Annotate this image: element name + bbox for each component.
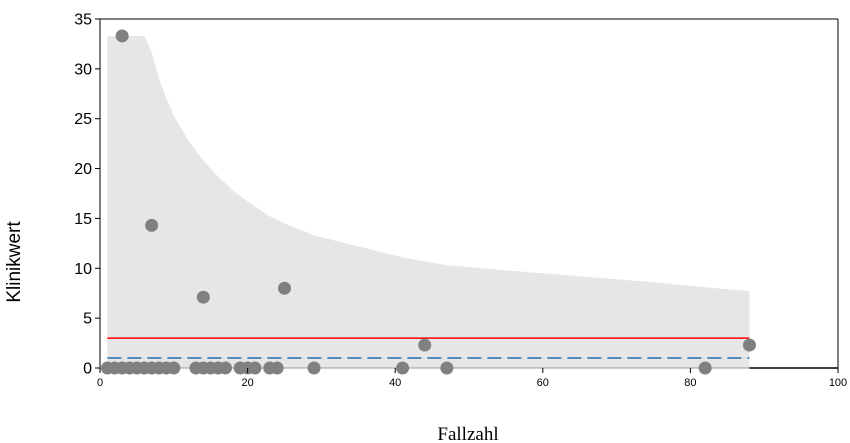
data-point <box>440 361 454 375</box>
data-point <box>742 338 756 352</box>
data-points-layer <box>100 29 756 375</box>
data-point <box>396 361 410 375</box>
y-tick-label: 0 <box>83 361 92 378</box>
y-tick-label: 5 <box>83 311 92 328</box>
x-axis-ticks: 0 20 40 60 80 100 <box>97 368 847 389</box>
y-axis-label: Klinikwert <box>4 221 25 303</box>
y-tick-label: 15 <box>74 211 92 228</box>
y-tick-label: 20 <box>74 161 92 178</box>
data-point <box>270 361 284 375</box>
data-point <box>167 361 181 375</box>
x-tick-label: 40 <box>389 377 401 389</box>
data-point <box>218 361 232 375</box>
data-point <box>307 361 321 375</box>
y-tick-label: 25 <box>74 111 92 128</box>
confidence-band <box>107 35 750 369</box>
data-point <box>418 338 432 352</box>
data-point <box>145 218 159 232</box>
x-tick-label: 60 <box>537 377 549 389</box>
y-tick-label: 30 <box>74 61 92 78</box>
data-point <box>698 361 712 375</box>
x-tick-label: 20 <box>241 377 253 389</box>
x-tick-label: 100 <box>829 377 847 389</box>
data-point <box>196 290 210 304</box>
data-point <box>115 29 129 43</box>
x-tick-label: 80 <box>684 377 696 389</box>
y-axis-ticks: 0 5 10 15 20 25 30 35 <box>74 12 100 378</box>
y-tick-label: 35 <box>74 12 92 29</box>
data-point <box>248 361 262 375</box>
x-tick-label: 0 <box>97 377 103 389</box>
x-axis-label: Fallzahl <box>437 424 498 443</box>
data-point <box>278 281 291 295</box>
y-tick-label: 10 <box>74 261 92 278</box>
reference-lines-layer <box>107 337 750 359</box>
confidence-band-layer <box>107 35 750 369</box>
